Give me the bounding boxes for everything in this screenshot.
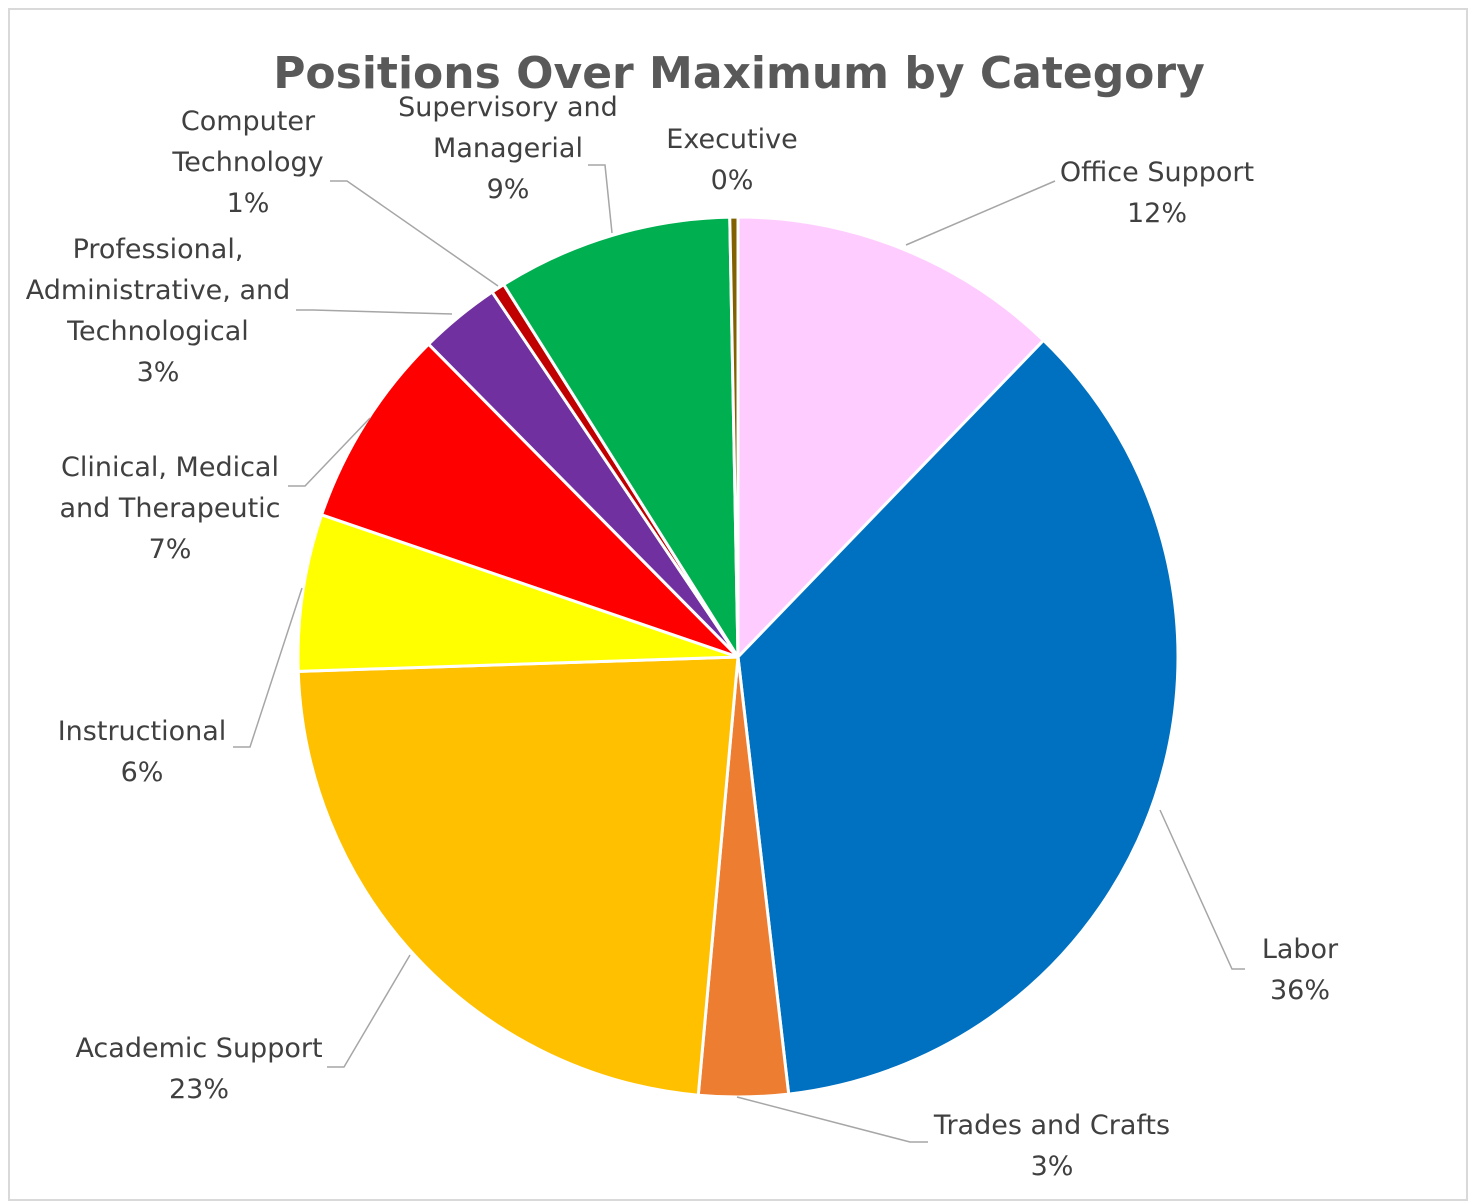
pie-slice-3	[296, 655, 740, 1097]
data-label-percent-9: 0%	[711, 165, 754, 196]
data-label-category-6: Technological	[66, 316, 249, 347]
data-label-category-6: Professional,	[73, 234, 244, 265]
leader-line-7	[330, 180, 499, 287]
data-label-2: Trades and Crafts 3%	[933, 1110, 1170, 1182]
data-label-percent-3: 23%	[169, 1074, 229, 1105]
data-label-percent-4: 6%	[121, 757, 164, 788]
leader-line-0	[905, 180, 1056, 246]
data-label-percent-1: 36%	[1270, 975, 1330, 1006]
leader-lines	[233, 164, 1245, 1143]
data-label-1: Labor 36%	[1262, 934, 1339, 1006]
data-label-3: Academic Support 23%	[75, 1033, 322, 1105]
data-label-percent-7: 1%	[227, 188, 270, 219]
leader-line-1	[1159, 809, 1245, 970]
leader-line-4	[233, 587, 303, 748]
data-label-5: Clinical, Medical and Therapeutic 7%	[59, 452, 280, 565]
data-label-category-8: Managerial	[433, 133, 583, 164]
data-label-category-0: Office Support	[1060, 157, 1254, 188]
pie-slice-8	[501, 215, 740, 663]
data-label-category-1: Labor	[1262, 934, 1339, 965]
data-label-category-7: Computer	[181, 106, 316, 137]
data-label-0: Office Support 12%	[1060, 157, 1254, 229]
data-label-percent-0: 12%	[1127, 198, 1187, 229]
data-label-percent-5: 7%	[149, 534, 192, 565]
pie-slice-4	[296, 512, 739, 673]
data-label-percent-8: 9%	[487, 174, 530, 205]
data-labels: Office Support 12% Labor 36% Trades and Craf…	[26, 92, 1339, 1182]
data-label-percent-2: 3%	[1031, 1151, 1074, 1182]
data-label-category-2: Trades and Crafts	[933, 1110, 1170, 1141]
data-label-9: Executive 0%	[666, 124, 797, 196]
data-label-category-6: Administrative, and	[26, 275, 291, 306]
data-label-category-9: Executive	[666, 124, 797, 155]
data-label-percent-6: 3%	[137, 357, 180, 388]
pie-slice-1	[736, 338, 1180, 1096]
leader-line-2	[736, 1096, 928, 1143]
leader-line-5	[288, 417, 371, 487]
data-label-7: Computer Technology 1%	[171, 106, 323, 219]
pie-slices	[296, 215, 1180, 1099]
data-label-category-5: Clinical, Medical	[61, 452, 279, 483]
leader-line-3	[327, 954, 411, 1068]
data-label-category-7: Technology	[171, 147, 323, 178]
data-label-category-8: Supervisory and	[398, 92, 618, 123]
data-label-8: Supervisory and Managerial 9%	[398, 92, 618, 205]
chart-title: Positions Over Maximum by Category	[273, 48, 1205, 99]
data-label-category-3: Academic Support	[75, 1033, 322, 1064]
leader-line-8	[588, 164, 613, 234]
data-label-6: Professional, Administrative, and Technolo…	[26, 234, 291, 388]
pie-slice-9	[728, 215, 740, 658]
pie-slice-0	[736, 215, 1046, 661]
data-label-category-5: and Therapeutic	[59, 493, 280, 524]
leader-line-6	[296, 309, 453, 315]
data-label-4: Instructional 6%	[58, 716, 227, 788]
data-label-category-4: Instructional	[58, 716, 227, 747]
